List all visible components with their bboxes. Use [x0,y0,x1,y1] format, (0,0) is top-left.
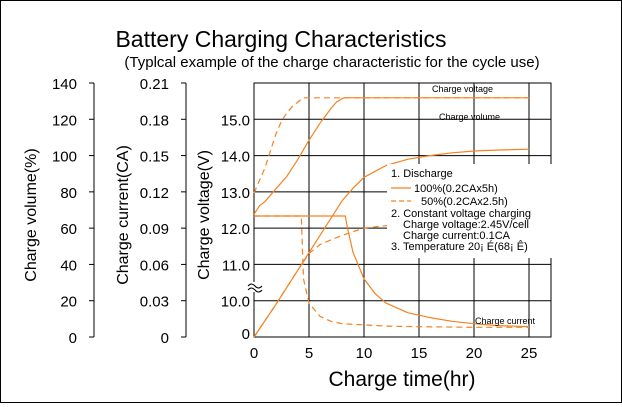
x-tick-label: 25 [521,345,538,362]
x-tick-label: 20 [466,345,483,362]
y-tick-label-voltage: 14.0 [221,149,250,166]
y-tick-label-volume: 140 [52,76,77,93]
y-tick-label-voltage: 12.0 [221,221,250,238]
curve-label-current: Charge current [475,316,536,326]
y-tick-label-volume: 80 [60,185,77,202]
y-tick-label-volume: 40 [60,257,77,274]
x-tick-label: 0 [250,345,258,362]
y-tick-label-volume: 20 [60,294,77,311]
y-tick-label-voltage: 0 [242,326,250,343]
legend-note-3: Charge current:0.1CA [403,230,511,242]
x-tick-label: 10 [356,345,373,362]
y-tick-label-current: 0.21 [140,76,169,93]
y-tick-label-volume: 100 [52,149,77,166]
curve-label-volume: Charge volume [439,112,500,122]
chart-title: Battery Charging Characteristics [115,26,446,52]
y-axis-title-current: Charge current(CA) [115,145,132,285]
legend-heading: 1. Discharge [391,168,453,180]
axis-break-mask [248,282,262,292]
axis-break-icon [247,283,263,293]
y-tick-label-voltage: 10.0 [221,294,250,311]
y-tick-label-current: 0.06 [140,257,169,274]
legend-entry-dashed: 50%(0.2CAx2.5h) [421,196,508,208]
x-tick-label: 5 [305,345,313,362]
legend-entry-solid: 100%(0.2CAx5h) [414,183,498,195]
curve-label-voltage: Charge voltage [432,84,493,94]
y-tick-label-current: 0 [161,330,169,347]
y-tick-label-voltage: 13.0 [221,185,250,202]
curve-charge-current-dashed [254,215,529,328]
chart-subtitle: (Typlcal example of the charge character… [124,54,539,71]
y-tick-label-voltage: 15.0 [221,112,250,129]
legend-note-4: 3. Temperature 20¡ É(68¡ Ê) [391,240,528,253]
y-axis-title-volume: Charge volume(%) [23,148,40,281]
curve-charge-volume-solid [253,148,530,338]
y-tick-label-current: 0.15 [140,149,169,166]
y-tick-label-current: 0.12 [140,185,169,202]
y-tick-label-volume: 0 [69,330,77,347]
y-tick-label-volume: 120 [52,112,77,129]
axes: 0 5 10 15 20 25 0 20 40 60 80 100 120 140 0 0.03 0.06 0.0… [52,76,537,362]
y-tick-label-volume: 60 [60,221,77,238]
x-tick-label: 15 [411,345,428,362]
x-axis-title: Charge time(hr) [328,368,475,391]
curve-charge-current-solid [254,215,530,328]
legend: 1. Discharge 100%(0.2CAx5h) 50%(0.2CAx2.… [387,164,553,258]
curve-charge-voltage-solid [253,97,529,215]
y-axis-title-voltage: Charge voltage(V) [196,150,213,280]
y-tick-label-current: 0.09 [140,221,169,238]
y-tick-label-current: 0.03 [140,294,169,311]
y-tick-label-current: 0.18 [140,112,169,129]
y-tick-label-voltage: 11.0 [222,257,250,274]
legend-background [387,164,553,258]
legend-note-1: 2. Constant voltage charging [391,208,531,220]
legend-note-2: Charge voltage:2.45V/cell [403,219,529,231]
